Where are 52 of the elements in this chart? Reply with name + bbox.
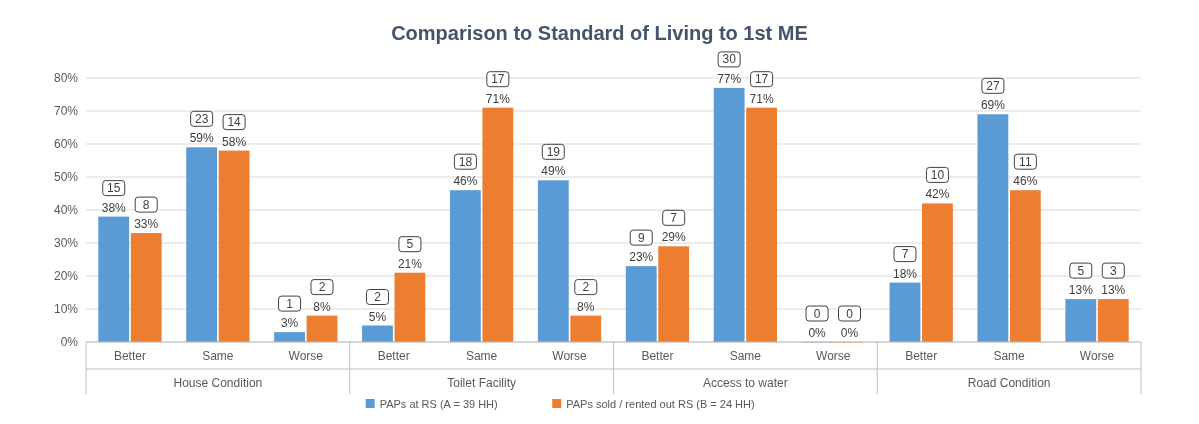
x-tick-label: Worse: [816, 349, 851, 363]
data-label: 1 3%: [280, 296, 299, 331]
data-label: 7 18%: [892, 247, 918, 281]
x-tick-label: Same: [729, 349, 762, 363]
y-tick-label: 60%: [53, 137, 79, 151]
x-tick-label: Worse: [552, 349, 588, 363]
data-label: 9 23%: [629, 230, 654, 265]
data-label: 14 58%: [222, 115, 247, 149]
data-label: 5 21%: [397, 237, 423, 271]
y-tick-label: 30%: [53, 236, 79, 250]
y-tick-label: 50%: [53, 170, 79, 184]
data-label: 15 38%: [101, 181, 127, 215]
y-tick-label: 0%: [60, 335, 79, 349]
y-tick-label: 80%: [53, 71, 79, 85]
x-tick-label: Better: [905, 349, 938, 363]
text: Access to water: [703, 376, 788, 390]
data-label: 27 69%: [980, 78, 1006, 113]
data-label: 23 59%: [189, 111, 214, 146]
data-label: 2 8%: [577, 280, 595, 314]
data-label: 19 49%: [541, 144, 566, 179]
data-label: 3 13%: [1101, 263, 1126, 298]
data-label: 8 33%: [134, 197, 159, 232]
legend-label: PAPs at RS (A = 39 HH): [379, 398, 498, 410]
x-tick-label: Same: [202, 349, 234, 363]
y-tick-label: 70%: [53, 104, 79, 118]
data-label: 17 71%: [485, 72, 511, 106]
y-tick-label: 40%: [53, 203, 79, 217]
data-label: 5 13%: [1068, 263, 1094, 298]
text: House Condition: [173, 376, 263, 390]
data-label: 2 5%: [368, 290, 387, 324]
data-label: 18 46%: [453, 154, 478, 189]
data-label: 10 42%: [925, 167, 950, 202]
text: Road Condition: [967, 376, 1051, 390]
legend-label: PAPs sold / rented out RS (B = 24 HH): [566, 398, 755, 410]
x-tick-label: Same: [465, 349, 498, 363]
text: Toilet Facility: [447, 376, 516, 390]
x-tick-label: Worse: [1079, 349, 1115, 363]
data-label: 11 46%: [1013, 154, 1038, 189]
y-tick-label: 10%: [53, 302, 79, 316]
x-tick-label: Better: [377, 349, 410, 363]
x-tick-label: Same: [993, 349, 1026, 363]
data-label: 30 77%: [717, 52, 742, 86]
data-label: 7 29%: [661, 210, 687, 245]
data-label: 2 8%: [313, 280, 332, 314]
x-tick-label: Worse: [288, 349, 324, 363]
data-label: 0 0%: [840, 306, 859, 340]
data-label: 17 71%: [749, 72, 774, 106]
data-label: 0 0%: [808, 306, 827, 340]
chart-title: Comparison to Standard of Living to 1st ME: [391, 22, 808, 44]
x-tick-label: Better: [113, 349, 146, 363]
y-tick-label: 20%: [53, 269, 79, 283]
x-tick-label: Better: [641, 349, 674, 363]
